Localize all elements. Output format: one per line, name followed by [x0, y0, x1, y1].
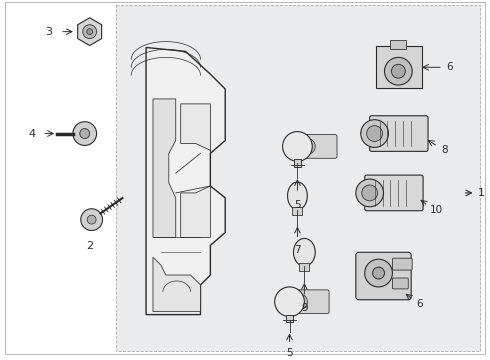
FancyBboxPatch shape: [392, 278, 408, 289]
FancyBboxPatch shape: [356, 252, 411, 300]
Text: 5: 5: [294, 200, 301, 210]
Circle shape: [365, 259, 392, 287]
Text: 8: 8: [441, 145, 447, 156]
Bar: [294, 159, 301, 167]
Bar: [117, 5, 481, 351]
Circle shape: [87, 215, 96, 224]
Bar: [293, 207, 302, 215]
Polygon shape: [153, 257, 200, 312]
Text: 6: 6: [446, 62, 452, 72]
Circle shape: [385, 57, 412, 85]
FancyBboxPatch shape: [297, 290, 329, 314]
FancyBboxPatch shape: [392, 258, 412, 270]
Circle shape: [299, 139, 315, 154]
FancyBboxPatch shape: [365, 175, 423, 211]
Circle shape: [372, 267, 385, 279]
Circle shape: [275, 287, 304, 316]
Text: 9: 9: [301, 303, 308, 313]
Circle shape: [361, 120, 389, 147]
Bar: [299, 263, 309, 271]
Text: 6: 6: [416, 299, 423, 309]
Circle shape: [292, 294, 307, 310]
Circle shape: [81, 209, 102, 230]
Polygon shape: [146, 48, 225, 315]
Text: 3: 3: [45, 27, 52, 37]
Text: 7: 7: [294, 246, 301, 255]
Bar: [391, 40, 406, 49]
Text: 1: 1: [477, 188, 485, 198]
Circle shape: [392, 64, 405, 78]
Text: 2: 2: [86, 242, 93, 251]
Text: 5: 5: [286, 348, 293, 358]
Circle shape: [83, 25, 97, 39]
Circle shape: [367, 126, 383, 141]
Circle shape: [87, 29, 93, 35]
Circle shape: [356, 179, 384, 207]
Ellipse shape: [288, 182, 307, 210]
Polygon shape: [78, 18, 101, 45]
Polygon shape: [153, 99, 176, 238]
Circle shape: [283, 132, 312, 161]
Text: 4: 4: [28, 129, 35, 139]
Polygon shape: [181, 104, 210, 238]
Bar: [286, 315, 293, 322]
Text: 10: 10: [430, 205, 443, 215]
Circle shape: [73, 122, 97, 145]
Circle shape: [362, 185, 378, 201]
Ellipse shape: [294, 238, 315, 266]
FancyBboxPatch shape: [305, 135, 337, 158]
FancyBboxPatch shape: [376, 46, 422, 88]
FancyBboxPatch shape: [369, 116, 428, 151]
Circle shape: [80, 129, 90, 139]
